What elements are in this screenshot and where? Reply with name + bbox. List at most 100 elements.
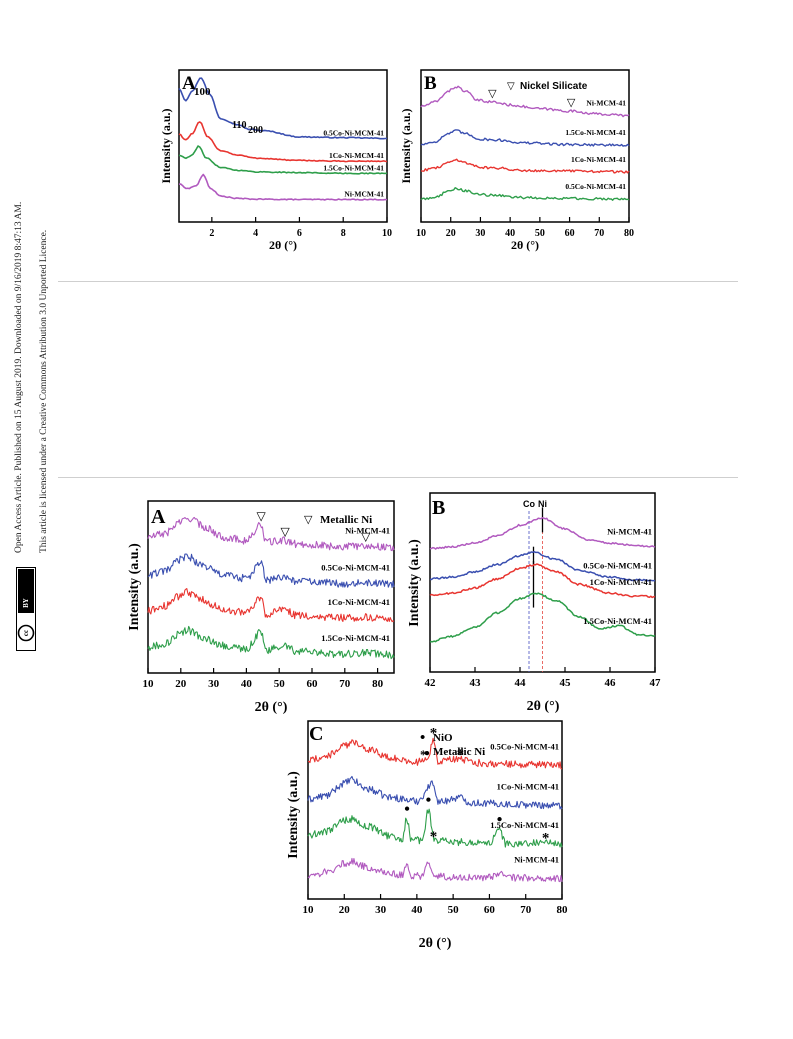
series-label: 1Co-Ni-MCM-41 (497, 782, 559, 792)
series-line-1.5Co-Ni-MCM-41 (147, 625, 395, 660)
x-tick-label: 46 (605, 677, 617, 689)
x-tick-label: 60 (484, 904, 496, 916)
metallic-ni-marker: * (430, 726, 438, 742)
panel-letter: C (309, 723, 323, 745)
series-label: 0.5Co-Ni-MCM-41 (321, 562, 390, 572)
series-label: 1Co-Ni-MCM-41 (328, 597, 390, 607)
series-line-1Co-Ni-MCM-41 (178, 121, 388, 163)
legend-label: Metallic Ni (320, 514, 372, 526)
x-tick-label: 40 (411, 904, 423, 916)
legend-ni-symbol: * (420, 747, 427, 762)
x-tick-label: 40 (505, 228, 515, 239)
cc-by-license-badge[interactable]: cc BY (16, 567, 36, 651)
x-tick-label: 40 (241, 678, 253, 690)
x-axis-label: 2θ (°) (255, 700, 288, 715)
series-line-1Co-Ni-MCM-41 (307, 775, 563, 810)
series-label: 1.5Co-Ni-MCM-41 (565, 128, 626, 137)
plot-frame (178, 69, 388, 223)
series-line-Ni-MCM-41 (307, 857, 563, 883)
series-label: 1.5Co-Ni-MCM-41 (323, 163, 384, 172)
series-line-1Co-Ni-MCM-41 (420, 158, 630, 174)
series-line-Ni-MCM-41 (178, 173, 388, 201)
series-line-Ni-MCM-41 (420, 85, 630, 118)
x-tick-label: 30 (375, 904, 387, 916)
legend-nio-symbol: • (420, 730, 425, 746)
plot-frame (147, 500, 395, 674)
panel-letter: A (182, 73, 196, 94)
x-tick-label: 80 (372, 678, 384, 690)
series-line-Ni-MCM-41 (147, 516, 395, 552)
series-label: Ni-MCM-41 (607, 527, 652, 537)
legend-nio-label: NiO (433, 732, 453, 744)
peak-marker: ▽ (567, 97, 576, 109)
series-label: 1Co-Ni-MCM-41 (590, 577, 652, 587)
x-tick-label: 6 (297, 228, 302, 239)
nio-marker: • (424, 746, 430, 763)
series-line-0.5Co-Ni-MCM-41 (429, 550, 656, 582)
series-line-0.5Co-Ni-MCM-41 (147, 553, 395, 589)
x-tick-label: 47 (650, 677, 662, 689)
x-tick-label: 10 (382, 228, 392, 239)
legend-ni-label: Metallic Ni (433, 746, 485, 758)
series-label: 0.5Co-Ni-MCM-41 (565, 182, 626, 191)
figure2-panel-b: Co Ni 42 43 44 45 46 47 B Ni-MCM-41 0.5Co-Ni-MC… (407, 492, 662, 714)
metallic-ni-marker: * (457, 747, 465, 763)
x-axis-label: 2θ (°) (419, 936, 452, 951)
series-label: Ni-MCM-41 (586, 99, 626, 108)
peak-label-110: 110 (232, 120, 246, 131)
series-label: 1.5Co-Ni-MCM-41 (490, 820, 559, 830)
series-label: 1Co-Ni-MCM-41 (329, 151, 384, 160)
reference-label-Co: Co (523, 499, 535, 509)
figure2-panel-c: 10 20 30 40 50 60 70 80 •**••*•* C • NiO * Meta… (286, 720, 569, 951)
peak-marker: ▽ (361, 530, 371, 544)
reference-label-Ni: Ni (538, 499, 547, 509)
x-axis-label: 2θ (°) (269, 238, 297, 252)
x-tick-label: 44 (515, 677, 527, 689)
x-tick-label: 20 (446, 228, 456, 239)
series-line-1Co-Ni-MCM-41 (429, 563, 656, 599)
peak-marker: ▽ (280, 525, 290, 539)
figure1-panel-b: 10 20 30 40 50 60 70 80 ▽▽ B ▽ Nickel Silicate … (399, 69, 634, 252)
page-divider-top (58, 281, 738, 282)
article-notice-line1: Open Access Article. Published on 15 Aug… (14, 201, 24, 553)
nio-marker: • (404, 801, 410, 818)
page-divider-bottom (58, 477, 738, 478)
nio-marker: • (497, 811, 503, 828)
x-tick-label: 20 (175, 678, 187, 690)
x-tick-label: 42 (425, 677, 437, 689)
x-tick-label: 10 (143, 678, 155, 690)
series-line-1.5Co-Ni-MCM-41 (429, 592, 656, 643)
series-line-1.5Co-Ni-MCM-41 (307, 808, 563, 848)
legend-symbol: ▽ (507, 81, 515, 92)
x-tick-label: 4 (253, 228, 258, 239)
x-tick-label: 50 (448, 904, 460, 916)
y-axis-label: Intensity (a.u.) (399, 108, 413, 183)
panel-letter: B (424, 73, 437, 94)
series-label: 1.5Co-Ni-MCM-41 (321, 633, 390, 643)
article-notice-sidebar: Open Access Article. Published on 15 Aug… (0, 0, 60, 1039)
y-axis-label: Intensity (a.u.) (127, 543, 142, 631)
x-tick-label: 50 (535, 228, 545, 239)
y-axis-label: Intensity (a.u.) (159, 108, 173, 183)
legend-label: Nickel Silicate (520, 81, 588, 92)
y-axis-label: Intensity (a.u.) (286, 771, 301, 859)
x-tick-label: 60 (565, 228, 575, 239)
legend-symbol: ▽ (304, 514, 313, 526)
series-label: Ni-MCM-41 (345, 525, 390, 535)
series-label: 1Co-Ni-MCM-41 (571, 155, 626, 164)
metallic-ni-marker: * (430, 829, 438, 845)
series-label: 1.5Co-Ni-MCM-41 (583, 616, 652, 626)
x-tick-label: 80 (557, 904, 569, 916)
x-tick-label: 70 (339, 678, 351, 690)
series-line-0.5Co-Ni-MCM-41 (178, 77, 388, 140)
x-tick-label: 70 (594, 228, 604, 239)
series-line-0.5Co-Ni-MCM-41 (420, 187, 630, 201)
plot-frame (420, 69, 630, 223)
figure2-panel-a: 10 20 30 40 50 60 70 80 ▽ ▽ ▽ A ▽ Metallic Ni Ni-… (127, 500, 395, 715)
series-line-1.5Co-Ni-MCM-41 (420, 129, 630, 147)
panel-letter: A (151, 506, 166, 528)
x-tick-label: 60 (307, 678, 319, 690)
series-label: 0.5Co-Ni-MCM-41 (583, 561, 652, 571)
by-badge-text: BY (22, 598, 30, 608)
peak-marker: ▽ (488, 88, 497, 100)
